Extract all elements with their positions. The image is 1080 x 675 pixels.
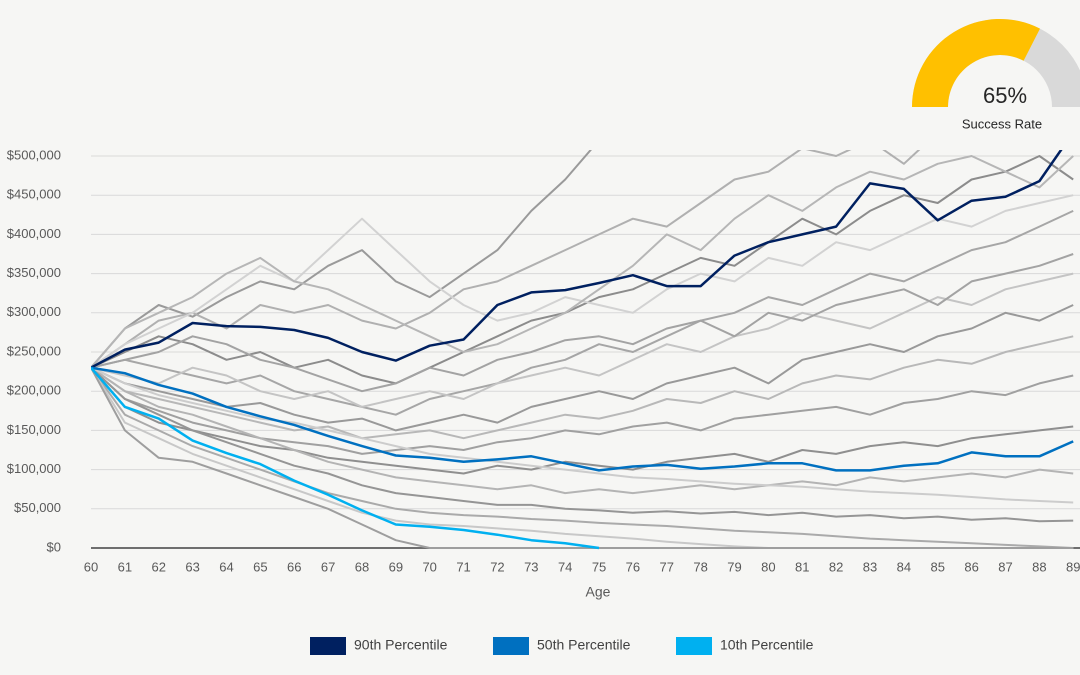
gauge-value-label: 65% (983, 83, 1027, 108)
y-tick-label: $200,000 (7, 383, 61, 398)
y-tick-label: $250,000 (7, 343, 61, 358)
y-tick-label: $450,000 (7, 187, 61, 202)
simulation-line (91, 366, 1074, 495)
x-tick-label: 62 (152, 559, 166, 574)
x-tick-label: 80 (761, 559, 775, 574)
legend-label: 50th Percentile (537, 637, 631, 653)
percentile-line (91, 150, 1063, 369)
simulation-line (91, 155, 1074, 385)
x-tick-label: 84 (897, 559, 911, 574)
x-tick-label: 82 (829, 559, 843, 574)
x-tick-label: 72 (490, 559, 504, 574)
x-tick-label: 60 (84, 559, 98, 574)
x-tick-label: 71 (456, 559, 470, 574)
simulation-line (91, 304, 1074, 432)
y-tick-label: $50,000 (14, 500, 61, 515)
plot-area (91, 150, 1074, 550)
x-tick-label: 66 (287, 559, 301, 574)
x-tick-label: 64 (219, 559, 233, 574)
x-axis-label: Age (586, 584, 611, 600)
x-tick-label: 63 (185, 559, 199, 574)
x-tick-label: 78 (693, 559, 707, 574)
x-tick-label: 76 (626, 559, 640, 574)
x-tick-label: 85 (931, 559, 945, 574)
simulation-line (91, 366, 1074, 523)
legend-swatch (310, 637, 346, 655)
x-tick-label: 61 (118, 559, 132, 574)
x-tick-label: 79 (727, 559, 741, 574)
x-tick-label: 81 (795, 559, 809, 574)
x-tick-label: 75 (592, 559, 606, 574)
simulation-line (91, 367, 1074, 549)
simulation-line (91, 253, 1074, 393)
y-tick-label: $0 (47, 539, 61, 554)
x-tick-label: 77 (660, 559, 674, 574)
legend-swatch (493, 637, 529, 655)
legend-label: 10th Percentile (720, 637, 814, 653)
x-tick-label: 73 (524, 559, 538, 574)
x-tick-label: 69 (389, 559, 403, 574)
simulation-line (91, 335, 1074, 440)
gauge-label: Success Rate (962, 116, 1042, 131)
legend-label: 90th Percentile (354, 637, 448, 653)
simulation-line (91, 367, 1074, 549)
x-tick-label: 65 (253, 559, 267, 574)
x-tick-label: 87 (998, 559, 1012, 574)
y-tick-label: $100,000 (7, 461, 61, 476)
simulation-line (91, 150, 592, 369)
x-tick-label: 74 (558, 559, 572, 574)
y-tick-label: $300,000 (7, 304, 61, 319)
x-tick-label: 83 (863, 559, 877, 574)
y-tick-label: $500,000 (7, 147, 61, 162)
x-tick-label: 70 (422, 559, 436, 574)
gauge-value (912, 18, 1040, 107)
y-tick-label: $150,000 (7, 422, 61, 437)
simulation-line (91, 366, 1074, 504)
gauge: 65% Success Rate (912, 18, 1080, 131)
x-tick-label: 67 (321, 559, 335, 574)
percentile-line (91, 366, 600, 550)
simulation-line (91, 155, 1074, 369)
simulation-line (91, 272, 1074, 408)
y-tick-label: $400,000 (7, 226, 61, 241)
simulation-line (91, 150, 921, 369)
x-tick-label: 68 (355, 559, 369, 574)
x-tick-label: 86 (964, 559, 978, 574)
percentile-line (91, 366, 1074, 472)
y-tick-label: $350,000 (7, 265, 61, 280)
simulation-line (91, 209, 1074, 416)
legend-swatch (676, 637, 712, 655)
simulation-line (91, 367, 1074, 475)
x-tick-label: 88 (1032, 559, 1046, 574)
x-tick-label: 89 (1066, 559, 1080, 574)
